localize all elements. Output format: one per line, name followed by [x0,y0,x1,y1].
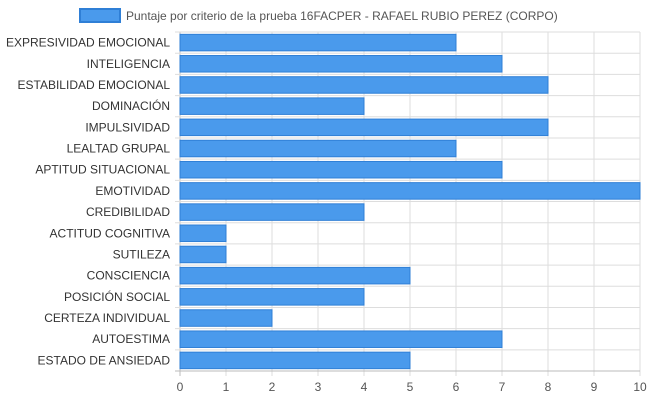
bar[interactable] [179,330,503,348]
bar[interactable] [179,309,273,327]
x-tick-label: 6 [453,380,460,394]
category-label: ESTABILIDAD EMOCIONAL [18,78,171,92]
category-label: AUTOESTIMA [92,332,170,346]
bar[interactable] [179,266,411,285]
category-label: DOMINACIÓN [92,98,170,113]
x-tick-label: 10 [633,380,647,394]
x-tick-label: 2 [269,380,276,394]
category-label: ESTADO DE ANSIEDAD [38,353,171,367]
x-tick-label: 0 [177,380,184,394]
category-label: EXPRESIVIDAD EMOCIONAL [6,36,170,50]
category-label: ACTITUD COGNITIVA [50,226,170,240]
bar[interactable] [179,118,549,137]
category-label: POSICIÓN SOCIAL [64,289,170,304]
x-tick-label: 1 [223,380,230,394]
x-tick-label: 7 [499,380,506,394]
bar[interactable] [179,245,227,264]
x-axis-ticks: 0 1 2 3 4 5 6 7 8 9 10 [177,380,647,394]
bars [179,33,641,370]
category-label: APTITUD SITUACIONAL [35,163,170,177]
category-label: SUTILEZA [113,247,170,261]
bar[interactable] [179,160,503,179]
bar[interactable] [179,139,457,158]
bar[interactable] [179,224,227,243]
chart-legend[interactable]: Puntaje por criterio de la prueba 16FACP… [79,8,558,23]
x-tick-label: 8 [545,380,552,394]
x-tick-label: 4 [361,380,368,394]
category-label: LEALTAD GRUPAL [67,142,171,156]
legend-label: Puntaje por criterio de la prueba 16FACP… [126,9,558,23]
category-label: INTELIGENCIA [87,57,170,71]
bar[interactable] [179,33,457,52]
x-tick-label: 5 [407,380,414,394]
legend-swatch [79,8,121,23]
x-tick-label: 3 [315,380,322,394]
category-label: CREDIBILIDAD [86,205,170,219]
category-label: EMOTIVIDAD [95,184,170,198]
x-tick-label: 9 [591,380,598,394]
category-labels: EXPRESIVIDAD EMOCIONAL INTELIGENCIA ESTABI… [6,36,170,368]
bar[interactable] [179,55,503,73]
bar[interactable] [179,76,549,94]
bar[interactable] [179,182,641,200]
bar[interactable] [179,97,365,115]
category-label: CERTEZA INDIVIDUAL [44,311,170,325]
bar[interactable] [179,351,411,370]
bar[interactable] [179,203,365,221]
bar[interactable] [179,288,365,306]
category-label: CONSCIENCIA [87,269,170,283]
category-label: IMPULSIVIDAD [85,120,170,134]
